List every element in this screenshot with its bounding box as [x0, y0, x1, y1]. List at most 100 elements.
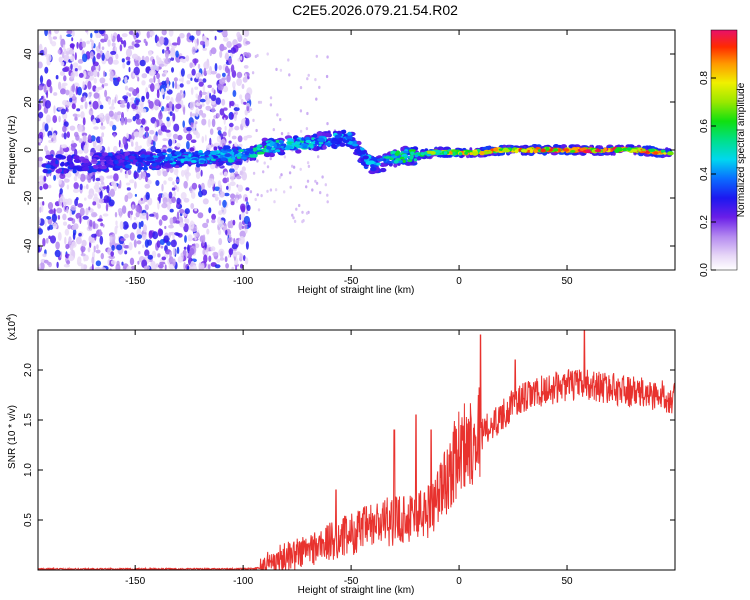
ridge-core	[123, 161, 128, 165]
ridge-core	[553, 149, 559, 152]
noise-speck	[141, 95, 145, 103]
noise-speck	[201, 136, 205, 144]
noise-speck	[109, 175, 113, 179]
ridge-blob	[165, 163, 172, 168]
noise-speck	[142, 224, 147, 233]
noise-speck	[157, 228, 163, 237]
noise-speck	[85, 30, 89, 33]
ridge-core	[390, 155, 398, 159]
noise-speck	[46, 90, 49, 99]
noise-speck	[48, 135, 53, 139]
ridge-core	[458, 152, 463, 156]
noise-speck	[197, 94, 201, 104]
noise-speck	[240, 98, 244, 105]
noise-speck	[228, 128, 231, 138]
noise-speck	[244, 92, 251, 102]
noise-speck	[92, 173, 96, 182]
noise-speck	[221, 98, 226, 106]
ridge-core	[286, 138, 294, 142]
noise-speck	[149, 30, 155, 36]
noise-speck	[76, 41, 79, 49]
noise-speck	[202, 198, 209, 205]
spectrogram-x-ticks: -150 -100 -50 0 50	[125, 30, 573, 287]
noise-speck	[133, 171, 139, 179]
ridge-core	[168, 153, 172, 157]
noise-speck	[210, 47, 217, 55]
noise-speck	[217, 180, 222, 187]
noise-speck	[326, 55, 329, 59]
noise-speck	[87, 134, 92, 143]
ridge-core	[407, 159, 413, 163]
noise-speck	[186, 133, 193, 141]
noise-speck	[173, 123, 180, 132]
noise-speck	[168, 30, 174, 37]
noise-speck	[107, 191, 111, 198]
noise-speck	[266, 189, 269, 193]
noise-speck	[127, 169, 132, 176]
y-tick-label: 20	[23, 96, 34, 108]
noise-speck	[182, 120, 185, 128]
noise-speck	[61, 51, 65, 59]
ridge-blob	[223, 145, 231, 150]
noise-speck	[185, 218, 190, 224]
noise-speck	[154, 99, 161, 106]
noise-speck	[69, 210, 72, 217]
noise-speck	[263, 161, 266, 165]
noise-speck	[245, 118, 250, 127]
noise-speck	[71, 140, 75, 144]
ridge-core	[324, 142, 332, 146]
noise-speck	[77, 173, 81, 179]
noise-speck	[257, 208, 261, 212]
ridge-core	[238, 149, 244, 153]
noise-speck	[224, 256, 228, 263]
noise-speck	[205, 144, 212, 151]
noise-speck	[137, 76, 140, 82]
noise-speck	[209, 128, 214, 135]
noise-speck	[237, 135, 243, 143]
noise-speck	[135, 113, 140, 120]
x-tick-label: -100	[233, 576, 253, 587]
noise-speck	[39, 186, 43, 191]
noise-speck	[81, 132, 88, 137]
noise-speck	[194, 58, 197, 66]
x-tick-label: -50	[344, 276, 359, 287]
ridge-core	[165, 157, 169, 161]
noise-speck	[126, 101, 130, 110]
noise-speck	[82, 81, 85, 89]
ridge-core	[493, 147, 499, 152]
noise-speck	[47, 184, 52, 189]
ridge-blob	[55, 160, 59, 165]
noise-speck	[269, 103, 273, 107]
noise-speck	[208, 255, 212, 262]
noise-speck	[97, 218, 103, 222]
noise-speck	[222, 199, 227, 208]
noise-speck	[91, 256, 95, 265]
ridge-core	[386, 160, 392, 164]
noise-speck	[66, 198, 73, 206]
noise-speck	[66, 206, 69, 214]
noise-speck	[118, 139, 121, 148]
noise-speck	[305, 185, 308, 189]
noise-speck	[157, 129, 162, 136]
noise-speck	[66, 260, 71, 265]
noise-speck	[113, 133, 116, 138]
noise-speck	[138, 251, 141, 255]
noise-speck	[202, 249, 206, 256]
noise-speck	[157, 78, 161, 84]
noise-speck	[251, 71, 255, 75]
noise-speck	[38, 216, 41, 225]
noise-speck	[150, 264, 156, 270]
noise-speck	[123, 233, 129, 239]
noise-speck	[113, 173, 119, 182]
noise-speck	[77, 262, 83, 267]
noise-speck	[71, 145, 76, 152]
noise-speck	[50, 235, 56, 244]
noise-speck	[237, 184, 243, 192]
ridge-core	[204, 151, 210, 156]
noise-speck	[65, 107, 68, 112]
noise-speck	[138, 199, 144, 205]
noise-speck	[39, 261, 45, 270]
ridge-blob	[81, 159, 90, 164]
ridge-core	[275, 139, 280, 143]
noise-speck	[314, 179, 317, 183]
